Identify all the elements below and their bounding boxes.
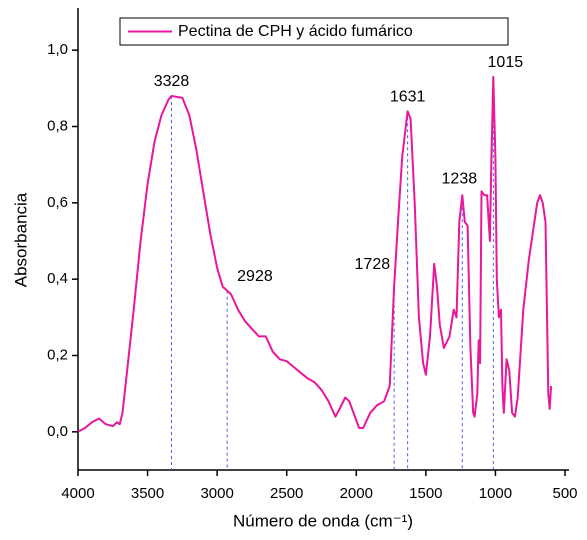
x-tick-label: 4000 (61, 485, 94, 502)
peak-label: 3328 (154, 73, 190, 90)
x-tick-label: 2000 (340, 485, 373, 502)
y-tick-label: 0,2 (47, 346, 68, 363)
x-tick-label: 2500 (270, 485, 303, 502)
legend-label: Pectina de CPH y ácido fumárico (178, 23, 413, 40)
legend-box (119, 17, 509, 46)
x-axis-label: Número de onda (cm⁻¹) (233, 511, 413, 530)
peak-label: 1631 (390, 88, 426, 105)
x-tick-label: 1500 (409, 485, 442, 502)
spectrum-line (77, 75, 553, 433)
peak-label: 2928 (237, 268, 273, 285)
x-tick-label: 3500 (131, 485, 164, 502)
x-tick-label: 3000 (200, 485, 233, 502)
x-tick-label: 500 (552, 485, 577, 502)
peak-label: 1238 (442, 170, 478, 187)
peak-label: 1015 (488, 54, 524, 71)
y-tick-label: 1,0 (47, 41, 68, 58)
y-tick-label: 0,4 (47, 270, 68, 287)
y-axis-label: Absorbancia (11, 192, 30, 287)
y-tick-label: 0,8 (47, 117, 68, 134)
x-tick-label: 1000 (479, 485, 512, 502)
peak-label: 1728 (355, 256, 391, 273)
y-tick-label: 0,0 (47, 423, 68, 440)
y-tick-label: 0,6 (47, 194, 68, 211)
